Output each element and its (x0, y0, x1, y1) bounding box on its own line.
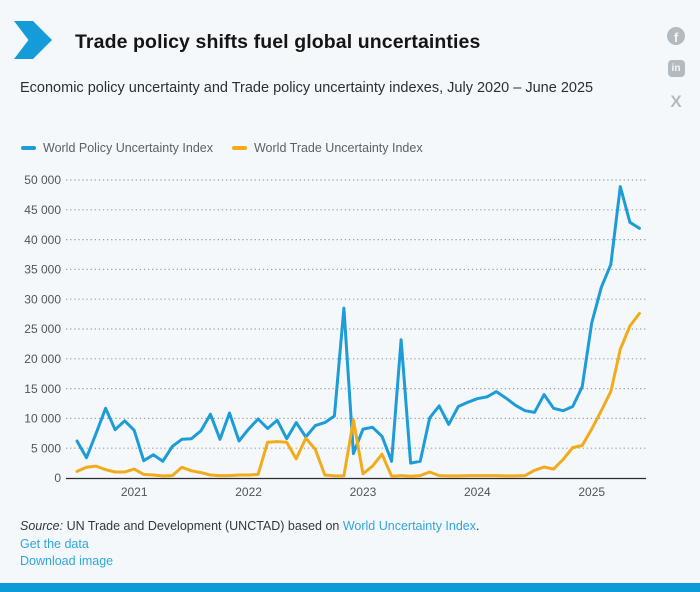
y-tick-label: 45 000 (24, 203, 61, 217)
series-line-world-policy-uncertainty-index (75, 185, 641, 465)
y-tick-label: 5 000 (31, 441, 61, 455)
y-tick-label: 35 000 (24, 263, 61, 277)
unctad-chevron-logo-icon (14, 21, 52, 59)
facebook-glyph: f (673, 30, 679, 45)
facebook-share-icon[interactable]: f (667, 27, 685, 45)
get-the-data-link[interactable]: Get the data (20, 536, 89, 551)
y-tick-label: 20 000 (24, 352, 61, 366)
world-uncertainty-index-link[interactable]: World Uncertainty Index (342, 519, 477, 533)
legend-label: World Trade Uncertainty Index (253, 141, 423, 155)
footer-accent-bar (0, 583, 700, 592)
footer: Source: UN Trade and Development (UNCTAD… (20, 518, 480, 571)
x-tick-label: 2024 (464, 485, 491, 499)
y-tick-label: 25 000 (24, 322, 61, 336)
x-share-icon[interactable]: X (667, 92, 685, 110)
legend-label: World Policy Uncertainty Index (43, 141, 213, 155)
linkedin-share-icon[interactable]: in (667, 60, 685, 77)
chart-legend: World Policy Uncertainty Index World Trad… (21, 141, 423, 155)
x-tick-label: 2022 (235, 485, 262, 499)
x-tick-label: 2021 (121, 485, 148, 499)
y-tick-label: 0 (54, 471, 61, 485)
download-image-link[interactable]: Download image (20, 554, 114, 568)
source-label: Source: (20, 519, 64, 533)
chart-subtitle: Economic policy uncertainty and Trade po… (20, 80, 594, 96)
linkedin-glyph: in (671, 62, 681, 74)
source-text: UN Trade and Development (UNCTAD) based … (63, 519, 343, 533)
legend-item-0: World Policy Uncertainty Index (21, 141, 213, 155)
x-glyph: X (670, 91, 682, 111)
social-share-bar: f in X (666, 27, 686, 110)
legend-marker-icon (231, 145, 247, 151)
source-line: Source: UN Trade and Development (UNCTAD… (20, 518, 480, 536)
legend-marker-icon (21, 145, 36, 151)
x-tick-label: 2025 (578, 485, 605, 499)
source-period: . (476, 519, 480, 533)
y-tick-label: 30 000 (24, 292, 61, 306)
y-tick-label: 40 000 (24, 233, 61, 247)
legend-item-1: World Trade Uncertainty Index (231, 141, 423, 155)
y-tick-label: 10 000 (24, 412, 61, 426)
series-line-world-trade-uncertainty-index (75, 312, 641, 478)
x-tick-label: 2023 (350, 485, 377, 499)
page-title: Trade policy shifts fuel global uncertai… (75, 31, 481, 53)
y-tick-label: 15 000 (24, 382, 61, 396)
y-tick-label: 50 000 (24, 173, 61, 187)
